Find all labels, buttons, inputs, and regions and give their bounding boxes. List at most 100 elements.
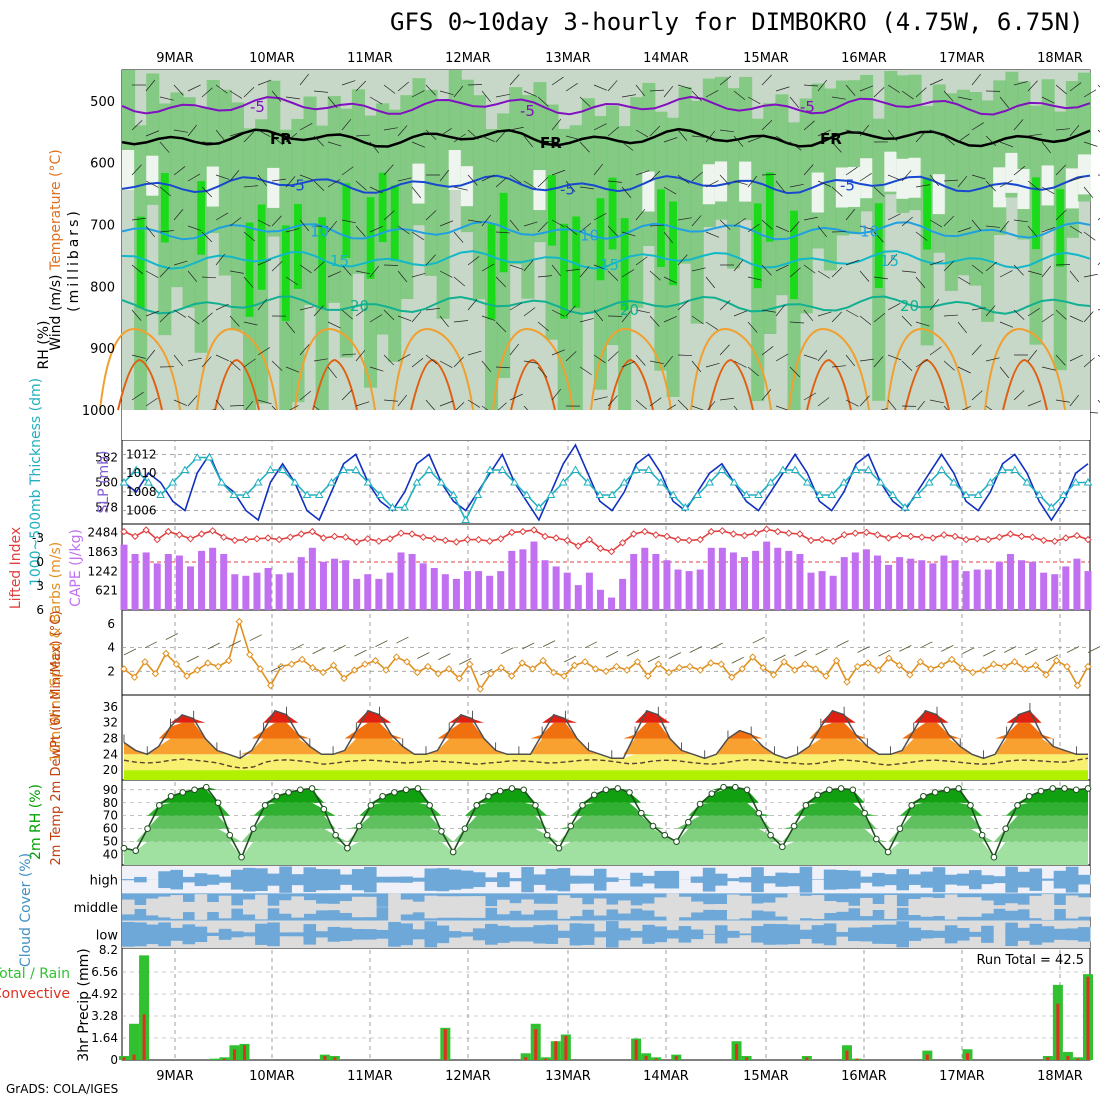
wind-barb xyxy=(1041,366,1056,371)
lifted-index-point xyxy=(485,537,494,545)
wind-barb xyxy=(971,390,983,401)
cloud-cell xyxy=(122,879,135,881)
cloud-cell xyxy=(255,868,268,892)
wind-barb xyxy=(481,315,496,321)
wind-barb xyxy=(775,225,789,232)
wind-barb xyxy=(187,357,202,362)
wind-barb xyxy=(243,185,258,188)
wind-speed-point xyxy=(287,660,296,668)
thickness-ylabel: 1000~500mb Thickness (dm) xyxy=(28,378,44,586)
temp-tick: 28 xyxy=(103,732,118,746)
wind-barb xyxy=(411,141,426,148)
cloud-cell xyxy=(908,898,922,916)
cape-bar xyxy=(541,560,549,610)
wind-barb xyxy=(663,231,673,244)
wind-barb xyxy=(719,344,730,356)
rh-moist-cell xyxy=(753,203,762,289)
cape-bar xyxy=(763,541,771,610)
wind-barb xyxy=(173,209,184,221)
thickness-tick: 580 xyxy=(95,476,118,490)
wind-barb xyxy=(649,125,661,137)
cape-bar xyxy=(696,569,704,610)
rh-band-area xyxy=(124,828,1088,842)
wind-barb xyxy=(565,225,578,236)
rh-ylabel: 2m RH (%) xyxy=(28,784,44,860)
thickness-point xyxy=(583,478,593,486)
wind-barb xyxy=(761,119,773,131)
precip-convective-bar xyxy=(925,1054,929,1060)
rh-point xyxy=(790,822,798,830)
lifted-index-point xyxy=(740,531,749,540)
thickness-point xyxy=(424,465,434,473)
wind-barb xyxy=(1069,125,1080,137)
wind-barb xyxy=(873,356,884,368)
cloud-cell xyxy=(727,878,740,882)
rh-moist-cell xyxy=(390,185,399,261)
cloud-cell xyxy=(1065,866,1079,893)
rh-point xyxy=(684,818,692,826)
contour-label: 10 xyxy=(310,223,329,241)
cloud-cell xyxy=(460,870,474,889)
rh-dry-cell xyxy=(1077,154,1091,195)
cloud-cell xyxy=(896,921,909,948)
lifted-index-point xyxy=(208,527,217,535)
wind-barb xyxy=(943,90,954,102)
cloud-cell xyxy=(206,874,220,885)
wind-barb xyxy=(243,321,258,326)
wind-barb xyxy=(145,310,160,317)
rh-band xyxy=(1065,81,1079,238)
thickness-point xyxy=(998,465,1007,473)
wind-barb xyxy=(159,230,174,233)
wind-barb xyxy=(285,132,298,143)
wind-barb xyxy=(467,129,479,140)
wind-barb xyxy=(201,231,213,243)
cloud-cell xyxy=(533,874,546,885)
cloud-cell xyxy=(545,903,559,911)
cape-bar xyxy=(1006,554,1014,610)
cape-bar xyxy=(308,547,316,610)
wind-speed-point xyxy=(308,664,317,672)
cape-bar xyxy=(741,557,749,610)
cloud-cell xyxy=(969,931,982,937)
cloud-cell xyxy=(714,904,728,910)
wind-barb xyxy=(257,129,271,138)
wind-barb xyxy=(327,366,337,379)
rh-point xyxy=(579,802,586,809)
thickness-point xyxy=(400,503,410,511)
cape-bar xyxy=(685,571,693,610)
rh-point xyxy=(144,825,151,832)
wind-barb xyxy=(439,128,452,137)
cloud-cell xyxy=(739,895,752,919)
wind-barb xyxy=(691,171,703,182)
precip-total-bar xyxy=(1072,1057,1083,1060)
warm-contour xyxy=(690,328,772,411)
date-label-bottom: 14MAR xyxy=(643,1069,689,1084)
rh-band xyxy=(581,98,595,313)
wind-speed-point xyxy=(790,666,799,674)
wind-barb xyxy=(551,388,562,401)
ylabel-wind: Wind (m/s) xyxy=(48,270,64,351)
wind-speed-point xyxy=(1010,658,1019,666)
lifted-index-point xyxy=(607,547,616,556)
lifted-index-point xyxy=(164,527,173,536)
wind-barb xyxy=(299,344,310,356)
wind-barb xyxy=(1055,354,1066,366)
wind-barb xyxy=(761,309,776,313)
cloud-cell xyxy=(1005,903,1018,911)
thickness-point xyxy=(973,490,983,498)
cloud-cell xyxy=(654,926,667,943)
temperature-contour xyxy=(121,174,1091,195)
thickness-point xyxy=(217,478,226,486)
wind-barb xyxy=(607,180,622,183)
thickness-point xyxy=(253,478,263,486)
cape-bar xyxy=(397,552,405,610)
wind-barb xyxy=(257,174,267,187)
wind-barb xyxy=(467,299,478,311)
wind-barb xyxy=(649,170,661,182)
wind-speed-point xyxy=(822,672,830,680)
cloud-cell xyxy=(460,932,474,937)
lifted-index-point xyxy=(596,544,605,553)
lifted-index-point xyxy=(153,535,161,544)
wind-barb xyxy=(397,81,409,92)
rh-dry-cell xyxy=(1041,165,1055,206)
